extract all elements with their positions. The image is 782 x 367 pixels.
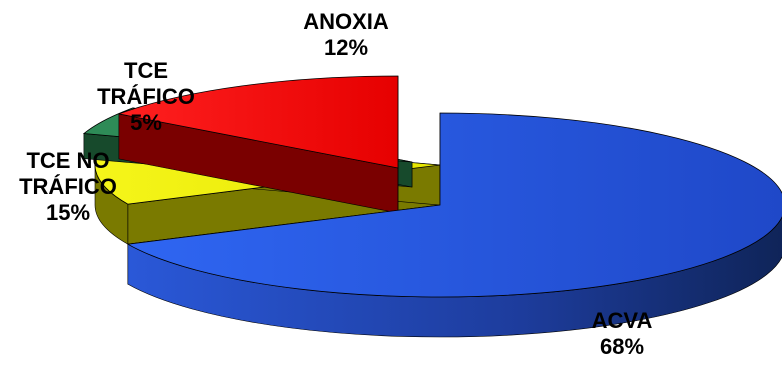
slice-name-label: TRÁFICO (19, 174, 117, 199)
pie-slice-acva (126, 112, 782, 338)
slice-label-anoxia: ANOXIA 12% (303, 9, 389, 60)
pie-slice-top (117, 75, 399, 169)
slice-name-label: TRÁFICO (97, 84, 195, 109)
slice-name-label: ACVA (592, 308, 653, 333)
slice-percent-label: 68% (600, 334, 644, 359)
slice-name-label: TCE NO (26, 148, 109, 173)
slice-percent-label: 15% (46, 200, 90, 225)
slice-name-label: ANOXIA (303, 9, 389, 34)
slice-label-acva: ACVA 68% (592, 308, 653, 359)
pie-slice-tce-no-tr-fico (117, 75, 399, 214)
slice-percent-label: 12% (324, 35, 368, 60)
slice-percent-label: 5% (130, 110, 162, 135)
slice-label-tce-tr-fico: TCE TRÁFICO 5% (97, 58, 195, 135)
pie-slice-top (126, 112, 782, 298)
slice-label-tce-no-tr-fico: TCE NO TRÁFICO 15% (19, 148, 117, 225)
slice-name-label: TCE (124, 58, 168, 83)
